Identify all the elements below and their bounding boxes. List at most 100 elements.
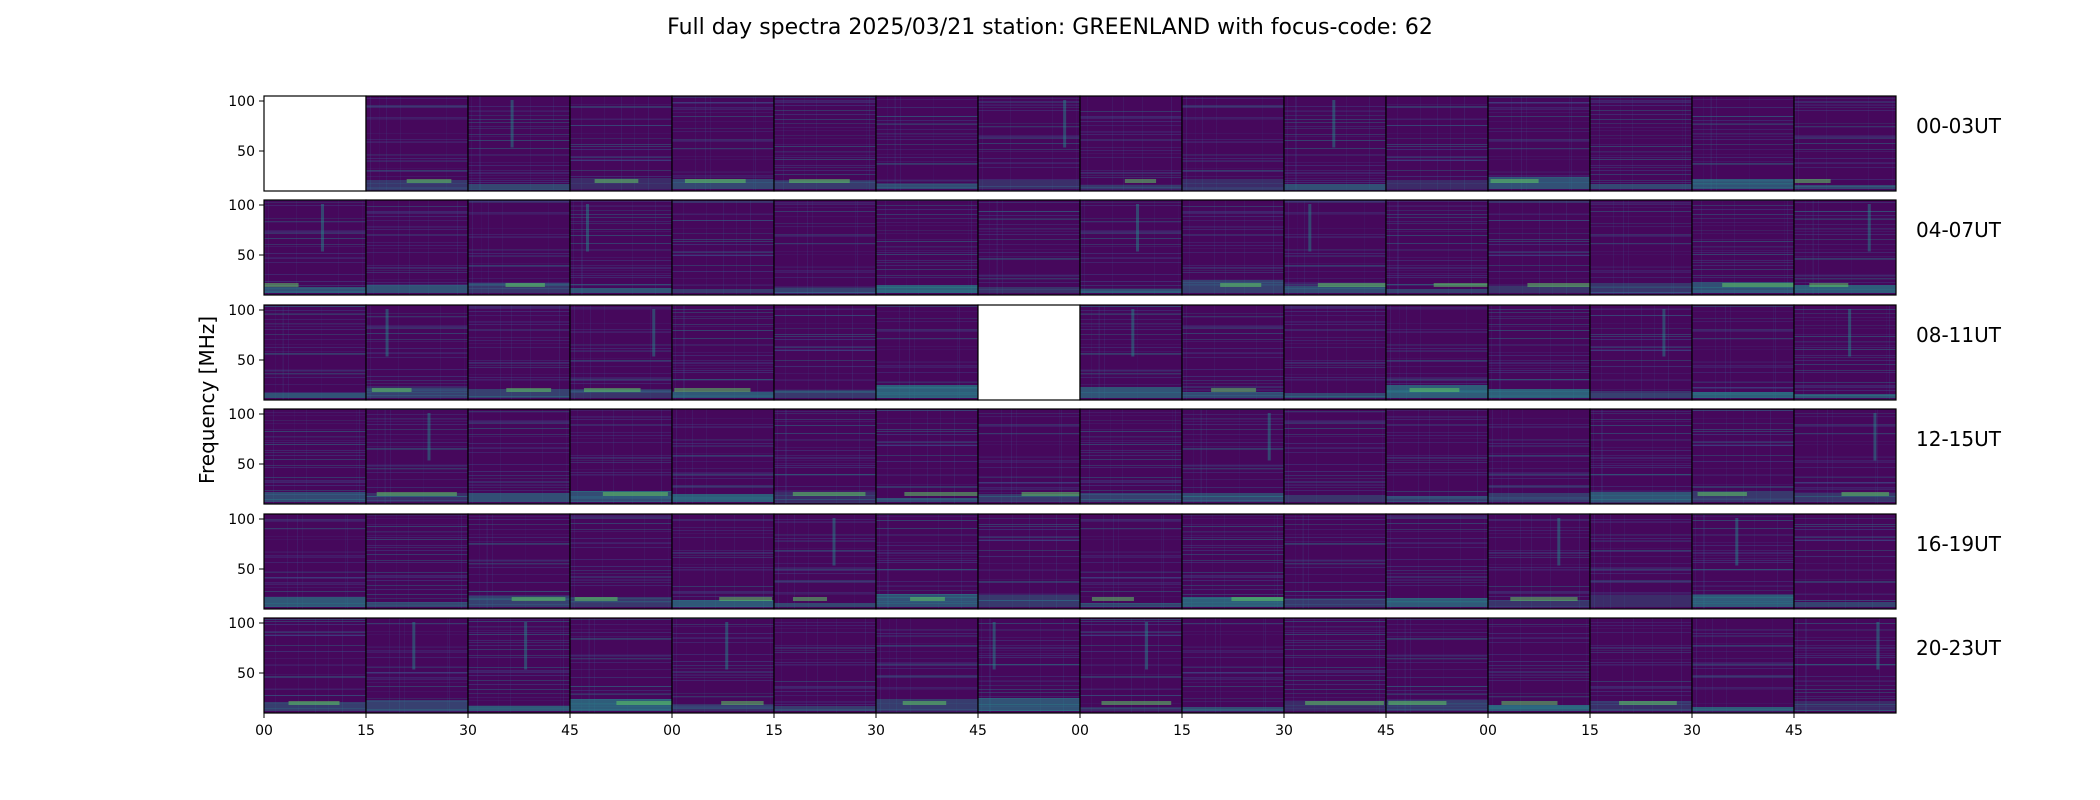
spectra-row: 50 100 16-19UT [228, 512, 2002, 610]
spectrum-panel [1793, 617, 1897, 714]
spectrum-panel [1079, 199, 1183, 296]
spectrum-panel [875, 95, 979, 192]
spectrum-panel [671, 304, 775, 401]
spectrum-panel [977, 617, 1081, 714]
y-tick-label: 100 [228, 198, 255, 214]
spectrum-panel [773, 95, 877, 192]
spectrum-panel [1181, 513, 1311, 610]
spectrum-panel [977, 408, 1087, 505]
spectrum-panel [1691, 95, 1795, 192]
spectrum-panel [1181, 95, 1285, 192]
spectrum-panel [467, 304, 571, 401]
spectrum-panel [1079, 408, 1183, 505]
x-tick-label: 30 [459, 723, 477, 739]
spectrum-panel [1589, 513, 1693, 610]
spectrum-panel [875, 304, 979, 401]
row-label: 00-03UT [1916, 114, 2002, 138]
y-tick-label: 50 [237, 562, 255, 578]
spectrum-panel [263, 617, 367, 714]
x-tick-label: 00 [1479, 723, 1497, 739]
spectrum-panel [365, 95, 469, 192]
spectrum-panel [569, 304, 673, 401]
spectrum-panel [773, 617, 877, 714]
x-tick-label: 00 [1071, 723, 1089, 739]
spectrum-panel [467, 513, 571, 610]
spectrum-panel [1487, 513, 1591, 610]
spectrum-panel [1691, 617, 1795, 714]
spectrum-panel [1793, 199, 1897, 296]
spectrum-panel [365, 304, 469, 401]
spectrum-panel [467, 199, 571, 296]
spectrum-panel [1589, 304, 1693, 401]
spectrum-panel [977, 304, 1081, 401]
spectrum-panel [875, 408, 982, 505]
y-tick-label: 100 [228, 303, 255, 319]
spectrum-panel [1181, 408, 1285, 505]
spectrum-panel [1589, 408, 1693, 505]
spectrum-panel [1487, 304, 1591, 401]
y-tick-label: 50 [237, 248, 255, 264]
spectrum-panel [1385, 513, 1489, 610]
spectrum-panel [1385, 408, 1489, 505]
spectrum-panel [1793, 513, 1897, 610]
spectrum-panel [365, 408, 469, 505]
spectrum-panel [1079, 513, 1183, 610]
spectrum-panel [1079, 617, 1183, 714]
y-tick-label: 100 [228, 407, 255, 423]
x-tick-label: 00 [255, 723, 273, 739]
x-tick-label: 30 [1683, 723, 1701, 739]
spectra-row: 50 100 00-03UT [228, 94, 2002, 192]
spectrum-panel [977, 513, 1081, 610]
spectrum-panel [569, 408, 673, 505]
spectrum-panel [977, 95, 1081, 192]
y-tick-label: 100 [228, 94, 255, 110]
spectrum-panel [467, 617, 571, 714]
spectrum-panel [263, 408, 367, 505]
row-label: 16-19UT [1916, 532, 2002, 556]
spectra-row: 50 100 04-07UT [228, 198, 2002, 296]
spectrum-panel [1283, 408, 1387, 505]
spectrum-panel [1487, 199, 1607, 296]
spectrum-panel [263, 95, 367, 192]
spectra-row: 50 100 08-11UT [228, 303, 2002, 401]
spectrum-panel [773, 199, 877, 296]
y-tick-label: 50 [237, 666, 255, 682]
spectrum-panel [773, 408, 877, 505]
x-tick-label: 45 [561, 723, 579, 739]
y-tick-label: 50 [237, 353, 255, 369]
x-tick-label: 15 [1173, 723, 1191, 739]
x-tick-label: 15 [357, 723, 375, 739]
spectrum-panel [1283, 199, 1393, 296]
spectrum-panel [467, 95, 571, 192]
row-label: 04-07UT [1916, 218, 2002, 242]
x-tick-label: 45 [1785, 723, 1803, 739]
spectrum-panel [1589, 199, 1693, 296]
spectrum-panel [1385, 199, 1505, 296]
spectrum-panel [1691, 408, 1795, 505]
spectrum-panel [1079, 95, 1183, 192]
spectrum-panel [569, 199, 673, 296]
spectrum-panel [1181, 199, 1285, 296]
spectrum-panel [1385, 95, 1489, 192]
spectrum-panel [1283, 617, 1387, 714]
spectrum-panel [1589, 95, 1693, 192]
spectrum-panel [1487, 408, 1591, 505]
spectra-row: 50 100 20-23UT [228, 616, 2002, 714]
x-tick-label: 15 [765, 723, 783, 739]
spectrum-panel [1487, 95, 1591, 192]
spectrum-panel [365, 199, 469, 296]
spectrum-panel [977, 199, 1081, 296]
spectrum-panel [875, 199, 979, 296]
spectrum-panel [365, 513, 469, 610]
spectrum-panel [1181, 304, 1285, 401]
spectrum-panel [1691, 513, 1795, 610]
row-label: 12-15UT [1916, 427, 2002, 451]
spectrum-panel [263, 513, 367, 610]
x-tick-label: 30 [867, 723, 885, 739]
spectrum-panel [1283, 304, 1387, 401]
row-label: 20-23UT [1916, 636, 2002, 660]
spectrum-panel [263, 199, 367, 296]
spectrum-panel [671, 95, 775, 192]
spectrum-panel [773, 513, 877, 610]
